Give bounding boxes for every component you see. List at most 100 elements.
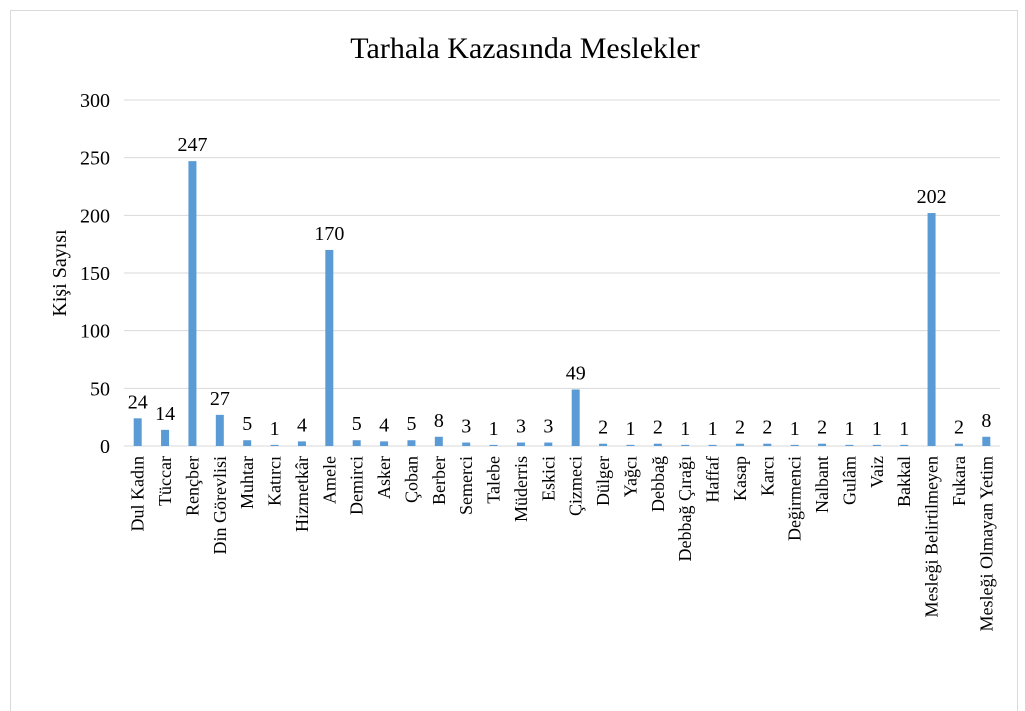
bar (790, 444, 799, 446)
bar (954, 443, 963, 446)
bar (133, 418, 142, 446)
x-tick-label: Dul Kadın (128, 456, 148, 532)
x-tick-label: Müderris (511, 456, 531, 522)
bar (516, 442, 525, 446)
data-label: 4 (379, 414, 389, 436)
bar (325, 249, 334, 446)
data-label: 1 (708, 418, 718, 440)
data-label: 1 (790, 418, 800, 440)
bar (407, 440, 416, 446)
bar (599, 443, 608, 446)
bar (571, 389, 580, 446)
bar (872, 444, 881, 446)
data-label: 2 (762, 417, 772, 439)
chart-title: Tarhala Kazasında Meslekler (350, 32, 699, 65)
bar (763, 443, 772, 446)
data-label: 5 (242, 413, 252, 435)
bar (380, 441, 389, 446)
data-label: 2 (735, 417, 745, 439)
bar (626, 444, 635, 446)
y-axis-label: Kişi Sayısı (49, 229, 71, 317)
data-label: 8 (981, 410, 991, 432)
x-tick-label: Çizmeci (566, 456, 586, 516)
x-tick-label: Demirci (347, 456, 367, 515)
x-tick-label: Rençber (182, 456, 202, 516)
data-label: 1 (270, 418, 280, 440)
data-label: 3 (543, 416, 553, 438)
data-label: 49 (566, 362, 586, 384)
x-tick-label: Tüccar (155, 456, 175, 506)
x-tick-label: Kasap (730, 456, 750, 501)
x-tick-label: Dülger (593, 456, 613, 506)
bar (735, 443, 744, 446)
x-tick-label: Çoban (401, 456, 421, 503)
y-tick-label: 200 (80, 205, 110, 227)
data-label: 202 (917, 186, 947, 208)
bar (352, 440, 361, 446)
x-tick-label: Din Görevlisi (210, 456, 230, 555)
data-label: 2 (817, 417, 827, 439)
y-tick-label: 250 (80, 148, 110, 170)
bar (215, 414, 224, 446)
x-tick-label: Fukara (949, 456, 969, 506)
bar (544, 442, 553, 446)
x-tick-label: Hizmetkâr (292, 456, 312, 532)
bar (982, 436, 991, 446)
y-tick-label: 300 (80, 90, 110, 112)
data-label: 27 (210, 388, 230, 410)
data-label: 2 (954, 417, 964, 439)
bar (297, 441, 306, 446)
x-tick-label: Eskici (538, 456, 558, 501)
x-tick-label: Mesleği Belirtilmeyen (922, 456, 942, 617)
x-tick-label: Semerci (456, 456, 476, 515)
data-label: 8 (434, 410, 444, 432)
x-tick-label: Berber (429, 456, 449, 505)
data-label: 14 (155, 403, 175, 425)
bar (161, 429, 170, 446)
x-tick-label: Debbağ Çırağı (675, 456, 695, 561)
bar (708, 444, 717, 446)
x-tick-label: Bakkal (894, 456, 914, 507)
x-tick-label: Yağcı (620, 456, 640, 497)
y-tick-label: 100 (80, 321, 110, 343)
x-tick-label: Debbağ (648, 456, 668, 512)
bar (681, 444, 690, 446)
bar (270, 444, 279, 446)
data-label: 1 (489, 418, 499, 440)
data-label: 1 (680, 418, 690, 440)
bar (653, 443, 662, 446)
data-label: 1 (844, 418, 854, 440)
x-tick-label: Gulâm (839, 456, 859, 505)
data-label: 2 (598, 417, 608, 439)
x-tick-label: Değirmenci (785, 456, 805, 541)
bar (900, 444, 909, 446)
bar (927, 213, 936, 446)
data-label: 5 (352, 413, 362, 435)
y-tick-label: 50 (90, 378, 110, 400)
bar (243, 440, 252, 446)
data-label: 2 (653, 417, 663, 439)
bar (434, 436, 443, 446)
data-label: 5 (406, 413, 416, 435)
data-label: 4 (297, 414, 307, 436)
data-label: 247 (177, 134, 207, 156)
x-tick-label: Amele (319, 456, 339, 504)
x-tick-label: Nalbant (812, 456, 832, 513)
y-tick-label: 0 (100, 436, 110, 458)
y-tick-label: 150 (80, 263, 110, 285)
x-tick-label: Karcı (757, 456, 777, 496)
bar (845, 444, 854, 446)
x-tick-label: Talebe (484, 456, 504, 504)
data-label: 1 (625, 418, 635, 440)
x-tick-label: Katırcı (265, 456, 285, 506)
x-tick-label: Asker (374, 456, 394, 499)
data-label: 24 (128, 391, 148, 413)
bar (462, 442, 471, 446)
x-tick-label: Mesleği Olmayan Yetim (976, 456, 996, 632)
data-label: 170 (314, 223, 344, 245)
data-label: 3 (516, 416, 526, 438)
x-tick-label: Vaiz (867, 456, 887, 488)
bar (188, 161, 197, 447)
bar (489, 444, 498, 446)
